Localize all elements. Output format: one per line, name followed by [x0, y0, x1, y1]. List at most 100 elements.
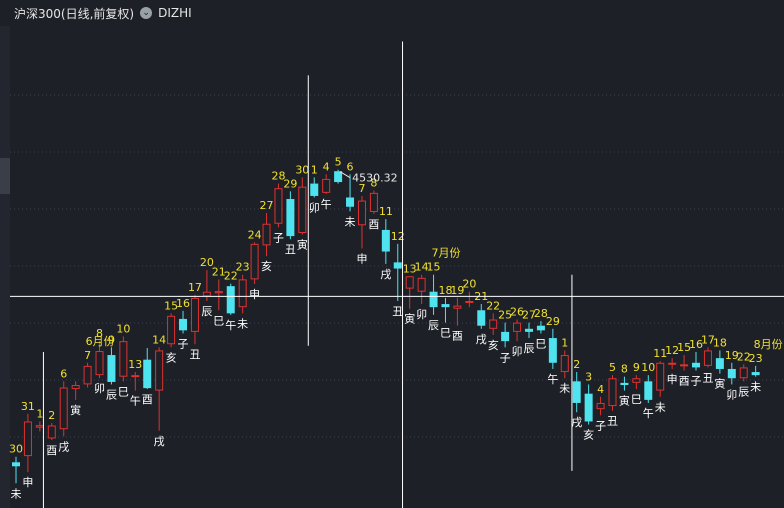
branch-label: 寅	[404, 312, 415, 326]
branch-label: 子	[691, 375, 702, 388]
candle-body-up	[298, 186, 307, 234]
branch-label: 亥	[166, 350, 177, 364]
day-number-label: 30	[9, 443, 23, 456]
branch-label: 子	[273, 231, 284, 244]
candle	[417, 274, 426, 305]
day-number-label: 4	[597, 383, 604, 396]
candle-body-up	[131, 375, 140, 378]
branch-label: 未	[11, 487, 22, 500]
branch-label: 午	[547, 373, 558, 386]
day-number-label: 19	[450, 284, 464, 297]
candle	[226, 283, 235, 315]
day-number-label: 27	[522, 309, 536, 322]
chevron-down-icon[interactable]: ⌄	[140, 7, 153, 19]
candle-body-up	[214, 291, 223, 294]
candle-body-up	[357, 200, 366, 226]
candle	[489, 313, 498, 335]
left-gutter	[0, 26, 10, 508]
day-number-label: 19	[725, 349, 739, 362]
branch-label: 丑	[392, 305, 403, 318]
branch-label: 子	[178, 337, 189, 350]
day-number-label: 1	[36, 407, 43, 420]
day-number-label: 10	[641, 361, 655, 374]
candle	[286, 191, 295, 240]
month-label: 7月份	[432, 247, 461, 260]
candle	[513, 319, 522, 342]
candle-body-down	[524, 328, 533, 332]
candle-body-up	[739, 367, 748, 379]
candle-body-up	[560, 355, 569, 373]
candle-body-down	[429, 291, 438, 308]
candle	[155, 347, 164, 431]
candle	[190, 294, 199, 345]
day-number-label: 20	[200, 256, 214, 269]
candle	[143, 347, 152, 390]
candle	[668, 358, 677, 369]
candle	[572, 372, 581, 413]
branch-label: 辰	[106, 388, 117, 401]
day-number-label: 20	[462, 278, 476, 291]
candle-body-up	[202, 291, 211, 297]
day-number-label: 7	[358, 182, 365, 195]
day-number-label: 9	[108, 333, 115, 346]
branch-label: 卯	[416, 308, 427, 321]
branch-label: 巳	[631, 393, 642, 406]
day-number-label: 1	[561, 336, 568, 349]
indicator-name[interactable]: DIZHI	[158, 6, 192, 20]
candle-body-up	[322, 178, 331, 193]
branch-label: 午	[321, 198, 332, 211]
candle	[35, 421, 44, 432]
candle	[346, 174, 355, 212]
candle	[238, 274, 247, 314]
day-number-label: 22	[737, 350, 751, 363]
day-number-label: 17	[701, 333, 715, 346]
candle	[369, 190, 378, 214]
branch-label: 亥	[488, 338, 499, 352]
day-number-label: 6	[347, 160, 354, 173]
candle	[608, 375, 617, 411]
day-number-label: 4	[323, 160, 330, 173]
day-number-label: 2	[573, 358, 580, 371]
branch-label: 子	[595, 419, 606, 432]
branch-label: 辰	[523, 342, 534, 355]
candle	[715, 350, 724, 374]
candle-body-down	[143, 359, 152, 389]
candle-body-up	[71, 385, 80, 390]
candle-body-down	[548, 338, 557, 363]
branch-label: 辰	[428, 319, 439, 332]
candle	[214, 279, 223, 311]
branch-label: 申	[356, 252, 367, 265]
day-number-label: 30	[295, 163, 309, 176]
day-number-label: 12	[665, 344, 679, 357]
chart-grid	[10, 94, 784, 438]
day-number-label: 7	[84, 349, 91, 362]
candle-body-up	[656, 362, 665, 391]
candle	[692, 351, 701, 371]
branch-label: 寅	[714, 377, 725, 391]
candle	[656, 361, 665, 397]
day-number-label: 3	[585, 370, 592, 383]
branch-label: 巳	[535, 337, 546, 350]
candle	[357, 195, 366, 249]
day-number-label: 11	[379, 205, 393, 218]
branch-label: 子	[500, 351, 511, 364]
candle	[47, 423, 56, 441]
candle-body-up	[23, 421, 32, 457]
branch-label: 亥	[261, 259, 272, 273]
candle	[322, 174, 331, 195]
candle-body-down	[477, 310, 486, 326]
day-number-label: 9	[633, 361, 640, 374]
day-number-label: 26	[510, 306, 524, 319]
candle	[477, 304, 486, 329]
day-number-label: 15	[164, 299, 178, 312]
branch-label: 寅	[297, 238, 308, 252]
candle-body-down	[286, 199, 295, 237]
day-number-label: 18	[438, 284, 452, 297]
crosshair-lines: 6月份 7月份 8月份	[10, 41, 784, 508]
day-number-label: 11	[653, 347, 667, 360]
candle-body-down	[393, 262, 402, 269]
candle	[250, 242, 259, 284]
side-panel-toggle[interactable]	[0, 158, 10, 194]
day-number-label: 6	[60, 367, 67, 380]
